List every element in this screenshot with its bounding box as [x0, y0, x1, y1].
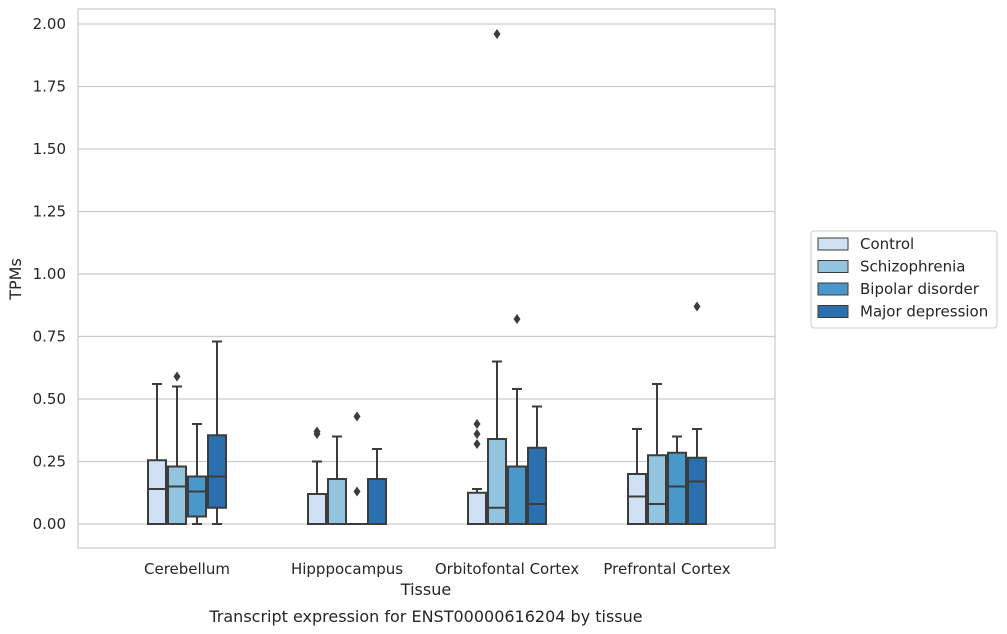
box-iqr [687, 456, 707, 525]
x-tick-label: Prefrontal Cortex [603, 560, 730, 578]
legend-label: Bipolar disorder [860, 280, 980, 298]
box-iqr [327, 478, 347, 525]
box-control [307, 426, 327, 525]
outlier-point [513, 314, 521, 324]
box-bipolar-disorder [667, 435, 687, 525]
y-tick-label: 0.00 [33, 515, 66, 533]
legend-swatch [817, 237, 849, 251]
boxes [147, 29, 707, 526]
outlier-point [693, 301, 701, 312]
outlier-point [473, 419, 481, 429]
box-iqr [167, 465, 187, 525]
box-iqr [507, 465, 527, 525]
box-bipolar-disorder [347, 411, 367, 526]
y-tick-label: 0.50 [33, 390, 66, 408]
box-iqr [147, 459, 167, 525]
grid-lines [78, 23, 775, 525]
box-iqr [187, 475, 207, 518]
y-tick-label: 1.75 [33, 78, 66, 96]
box-iqr [367, 478, 387, 525]
box-control [467, 419, 487, 525]
box-iqr [307, 493, 327, 525]
box-iqr [487, 438, 507, 525]
box-schizophrenia [647, 383, 667, 525]
outlier-point [313, 426, 321, 437]
x-tick-labels: Cerebellum Hipppocampus Orbitofontal Corte… [144, 560, 731, 578]
x-tick-label: Orbitofontal Cortex [435, 560, 579, 578]
box-major-depression [687, 301, 707, 525]
legend-label: Major depression [860, 303, 988, 321]
outlier-point [173, 371, 181, 382]
box-control [147, 383, 167, 525]
y-tick-labels: 0.00 0.25 0.50 0.75 1.00 1.25 1.50 1.75 2.00 [33, 15, 66, 533]
legend-label: Control [860, 235, 914, 253]
box-major-depression [527, 405, 547, 525]
box-schizophrenia [327, 435, 347, 525]
box-bipolar-disorder [187, 423, 207, 525]
legend-swatch [817, 282, 849, 296]
box-schizophrenia [167, 371, 187, 525]
y-tick-label: 2.00 [33, 15, 66, 33]
box-iqr [527, 446, 547, 525]
y-tick-label: 1.25 [33, 203, 66, 221]
outlier-point [353, 486, 361, 497]
outlier-point [493, 29, 501, 39]
box-bipolar-disorder [507, 314, 527, 525]
box-major-depression [207, 340, 227, 525]
x-tick-label: Cerebellum [144, 560, 230, 578]
y-tick-label: 1.50 [33, 140, 66, 158]
box-iqr [207, 434, 227, 509]
y-tick-label: 1.00 [33, 265, 66, 283]
outlier-point [473, 439, 481, 449]
legend-label: Schizophrenia [860, 258, 965, 276]
box-iqr [467, 491, 487, 525]
x-tick-label: Hipppocampus [291, 560, 403, 578]
box-iqr [647, 454, 667, 525]
y-axis-title: TPMs [6, 258, 25, 301]
box-control [627, 428, 647, 525]
box-iqr [667, 451, 687, 525]
outlier-point [473, 429, 481, 439]
y-tick-label: 0.25 [33, 453, 66, 471]
legend-swatch [817, 260, 849, 273]
chart-caption: Transcript expression for ENST0000061620… [208, 607, 642, 626]
box-schizophrenia [487, 29, 507, 525]
x-axis-title: Tissue [400, 580, 451, 599]
plot-frame [77, 8, 776, 549]
outlier-point [353, 411, 361, 422]
legend: Control Schizophrenia Bipolar disorder Majo… [810, 230, 998, 329]
y-tick-label: 0.75 [33, 328, 66, 346]
legend-frame [810, 230, 998, 329]
legend-swatch [817, 305, 849, 318]
box-iqr [627, 473, 647, 525]
box-major-depression [367, 448, 387, 525]
